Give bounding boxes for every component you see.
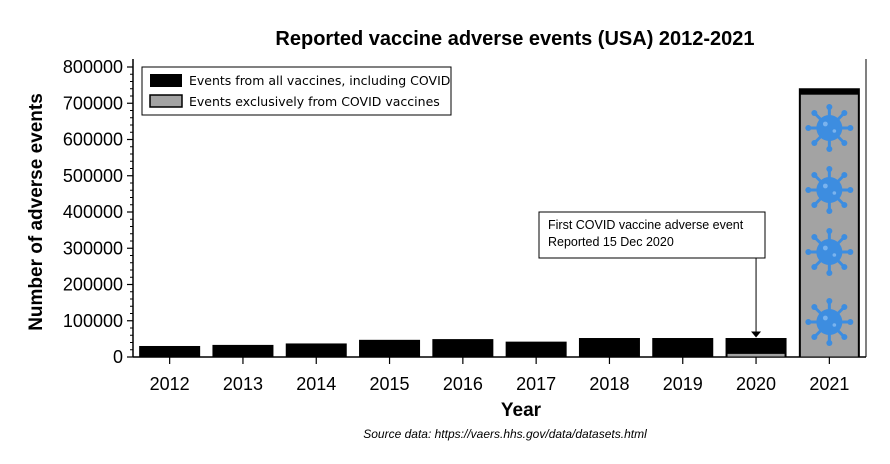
- source-note: Source data: https://vaers.hhs.gov/data/…: [363, 427, 647, 441]
- virus-icon: [803, 296, 855, 348]
- bar-all-vaccines-2016: [432, 339, 494, 358]
- annotation-line-2: Reported 15 Dec 2020: [548, 235, 674, 249]
- legend-swatch-all: [150, 74, 182, 87]
- y-tick-label: 300000: [63, 238, 123, 258]
- y-tick-label: 800000: [63, 57, 123, 77]
- chart-title: Reported vaccine adverse events (USA) 20…: [275, 28, 755, 50]
- x-tick-label: 2012: [150, 374, 190, 394]
- legend-swatch-covid: [149, 94, 183, 108]
- y-tick-label: 400000: [63, 202, 123, 222]
- y-tick-label: 500000: [63, 166, 123, 186]
- bar-all-vaccines-2019: [652, 338, 714, 358]
- legend-box: [141, 66, 452, 116]
- bar-all-vaccines-2018: [578, 338, 640, 358]
- y-ticks: 0 100000 200000 300000 400000 500000 600000 700…: [63, 57, 133, 367]
- bar-all-vaccines-2013: [212, 344, 274, 358]
- legend: Events from all vaccines, including COVI…: [141, 66, 452, 116]
- x-tick-label: 2015: [370, 374, 410, 394]
- bar-all-vaccines-2015: [359, 339, 421, 358]
- legend-label-covid: Events exclusively from COVID vaccines: [189, 94, 440, 109]
- y-axis-label: Number of adverse events: [26, 93, 47, 331]
- y-tick-label: 200000: [63, 275, 123, 295]
- x-ticks: 2012 2013 2014 2015 2016 2017 2018 2019 2020 2021: [150, 357, 849, 394]
- annotation: First COVID vaccine adverse event Report…: [538, 211, 766, 338]
- virus-icon: [803, 102, 855, 154]
- x-tick-label: 2013: [223, 374, 263, 394]
- y-tick-label: 100000: [63, 311, 123, 331]
- bar-covid-vaccines-2020: [726, 352, 786, 358]
- x-tick-label: 2014: [296, 374, 336, 394]
- bars: [139, 88, 860, 358]
- annotation-arrowhead: [751, 331, 762, 338]
- y-tick-label: 700000: [63, 93, 123, 113]
- x-axis-label: Year: [501, 400, 542, 421]
- y-tick-label: 600000: [63, 130, 123, 150]
- x-tick-label: 2018: [589, 374, 629, 394]
- x-tick-label: 2016: [443, 374, 483, 394]
- annotation-box: [538, 211, 766, 259]
- annotation-line-1: First COVID vaccine adverse event: [548, 218, 744, 232]
- x-tick-label: 2021: [809, 374, 849, 394]
- x-tick-label: 2019: [663, 374, 703, 394]
- x-tick-label: 2017: [516, 374, 556, 394]
- virus-icon: [803, 164, 855, 216]
- bar-all-vaccines-2012: [139, 345, 201, 358]
- x-tick-label: 2020: [736, 374, 776, 394]
- virus-icon: [803, 226, 855, 278]
- bar-all-vaccines-2017: [505, 341, 567, 358]
- y-tick-label: 0: [113, 347, 123, 367]
- bar-all-vaccines-2014: [285, 343, 347, 358]
- legend-label-all: Events from all vaccines, including COVI…: [189, 73, 450, 88]
